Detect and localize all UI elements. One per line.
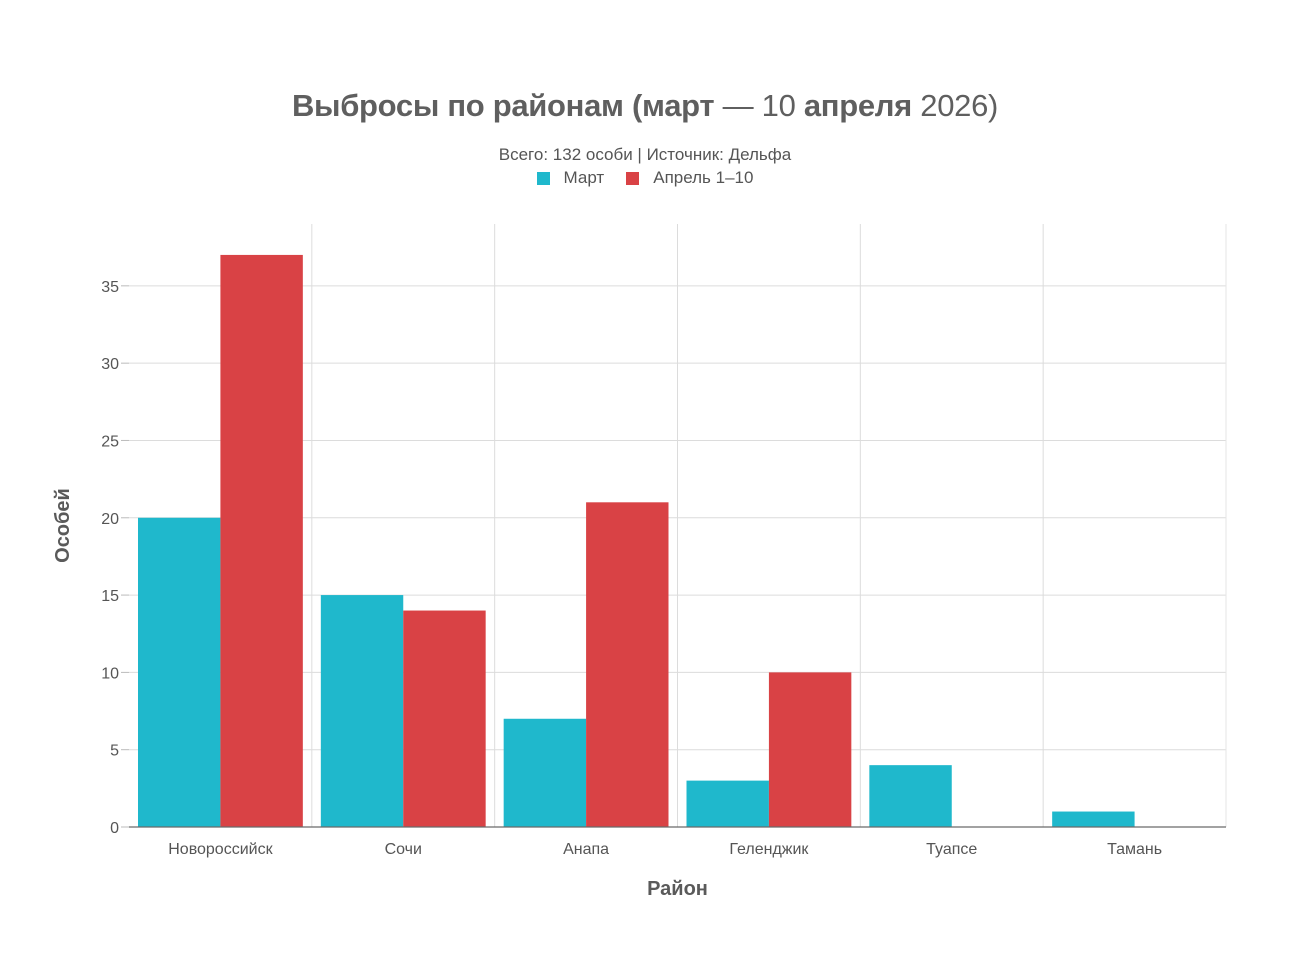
y-tick-label: 30 (101, 356, 119, 373)
x-tick-label: Новороссийск (168, 841, 273, 858)
x-tick-label: Сочи (385, 841, 422, 858)
bar-april[interactable] (220, 254, 303, 827)
legend-swatch-march (536, 171, 550, 185)
y-tick-label: 35 (101, 279, 119, 296)
legend-item-april[interactable]: Апрель 1–10 (626, 168, 753, 188)
axes (121, 285, 1226, 828)
bar-march[interactable] (686, 780, 769, 827)
bar-march[interactable] (320, 595, 404, 827)
chart-title: Выбросы по районам (март — 10 апреля 202… (291, 88, 999, 123)
x-tick-label: Геленджик (729, 841, 809, 858)
bars (138, 254, 1135, 827)
bar-march[interactable] (503, 718, 587, 827)
bar-march[interactable] (138, 517, 221, 827)
x-tick-label: Анапа (563, 841, 609, 858)
x-axis-title: Район (647, 878, 708, 900)
bar-march[interactable] (1052, 811, 1135, 827)
legend-label-april: Апрель 1–10 (653, 168, 754, 187)
legend: Март Апрель 1–10 (0, 168, 1290, 188)
legend-item-march[interactable]: Март (536, 168, 605, 188)
legend-swatch-april (626, 171, 640, 185)
tick-labels: 0 5 10 15 20 25 30 35 Новороссийск Сочи Анапа Гелен… (101, 279, 1162, 858)
y-tick-label: 10 (101, 665, 119, 682)
bar-march[interactable] (869, 765, 952, 827)
y-tick-label: 20 (101, 511, 119, 528)
x-tick-label: Туапсе (926, 841, 977, 858)
y-tick-label: 15 (101, 588, 119, 605)
bar-april[interactable] (586, 502, 669, 827)
chart-subtitle: Всего: 132 особи | Источник: Дельфа (498, 145, 792, 164)
legend-label-march: Март (563, 168, 605, 187)
x-tick-label: Тамань (1107, 841, 1162, 858)
y-tick-label: 0 (110, 820, 119, 837)
gridlines (129, 224, 1227, 827)
bar-april[interactable] (403, 610, 486, 827)
bar-april[interactable] (768, 672, 852, 827)
y-tick-label: 5 (110, 743, 119, 760)
y-tick-label: 25 (101, 433, 119, 450)
y-axis-title: Особей (52, 488, 74, 563)
